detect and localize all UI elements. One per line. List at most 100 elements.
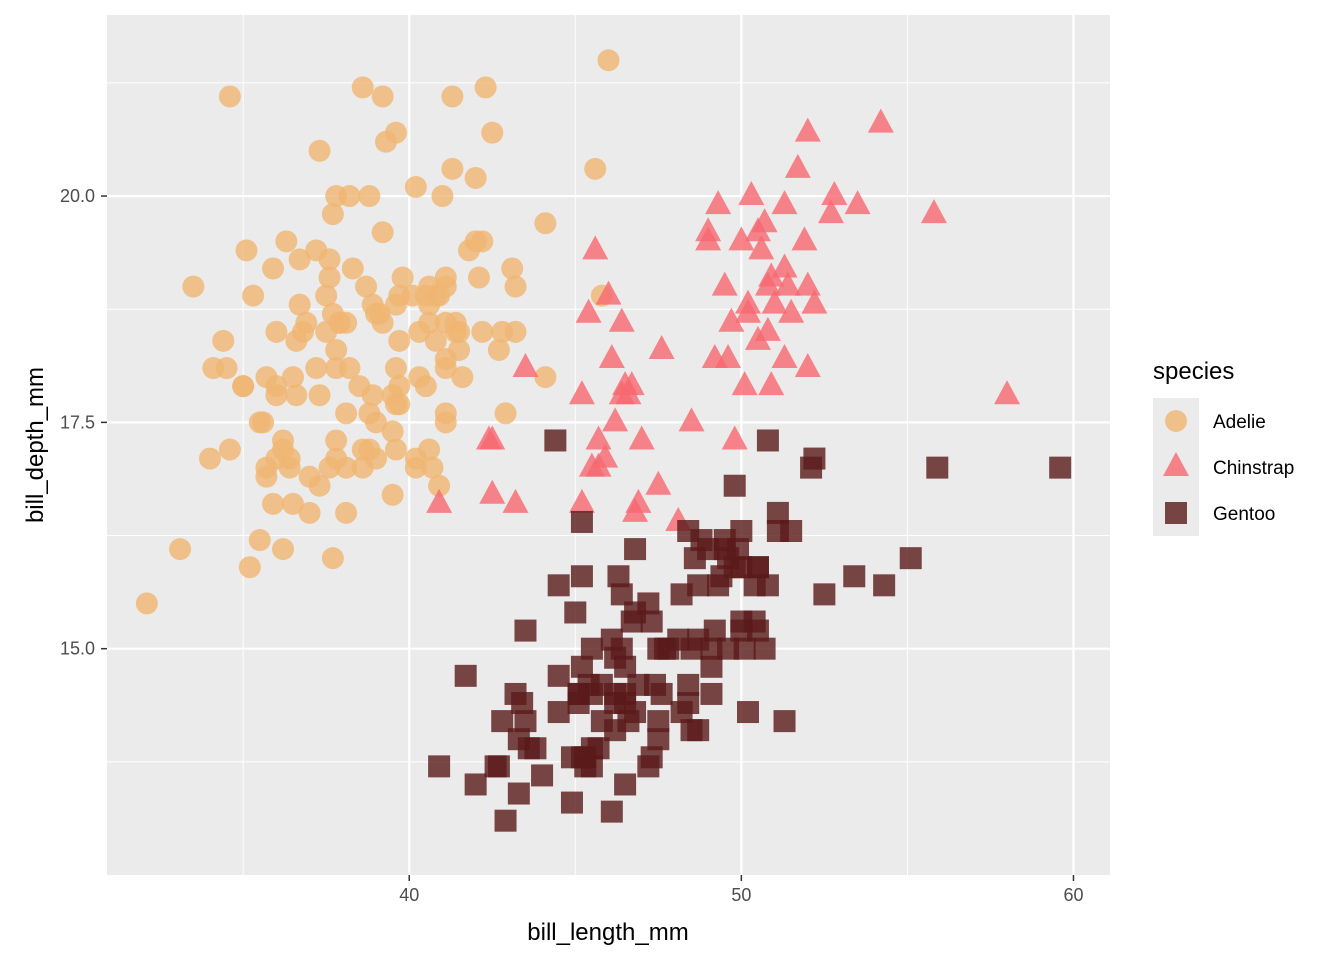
point-adelie — [534, 366, 557, 389]
point-chinstrap — [778, 298, 805, 323]
point-gentoo — [687, 574, 710, 597]
point-adelie — [381, 483, 404, 506]
point-adelie — [169, 538, 192, 561]
y-tick-label: 17.5 — [60, 412, 95, 432]
point-adelie — [451, 366, 474, 389]
point-gentoo — [813, 583, 836, 606]
point-adelie — [298, 501, 321, 524]
point-adelie — [248, 529, 271, 552]
point-chinstrap — [754, 271, 781, 296]
legend-title: species — [1153, 358, 1234, 385]
point-chinstrap — [582, 235, 609, 260]
point-gentoo — [667, 628, 690, 651]
point-adelie — [384, 438, 407, 461]
point-adelie — [504, 320, 527, 343]
point-chinstrap — [794, 271, 821, 296]
point-adelie — [448, 320, 471, 343]
point-adelie — [252, 411, 275, 434]
point-gentoo — [580, 682, 603, 705]
point-gentoo — [624, 538, 647, 561]
point-gentoo — [494, 809, 517, 832]
point-adelie — [371, 221, 394, 244]
point-gentoo — [614, 655, 637, 678]
point-adelie — [388, 284, 411, 307]
point-adelie — [288, 293, 311, 316]
x-axis-ticks: 40 50 60 — [399, 875, 1083, 905]
legend-label: Adelie — [1213, 412, 1266, 433]
y-tick-label: 20.0 — [60, 186, 95, 206]
point-chinstrap — [754, 316, 781, 341]
point-chinstrap — [751, 208, 778, 233]
point-gentoo — [746, 556, 769, 579]
point-adelie — [501, 257, 524, 280]
point-gentoo — [511, 692, 534, 714]
point-gentoo — [736, 701, 759, 724]
series-gentoo — [428, 429, 1072, 832]
point-adelie — [335, 501, 358, 524]
point-gentoo — [547, 574, 570, 597]
point-gentoo — [843, 565, 866, 588]
point-adelie — [285, 384, 308, 407]
point-adelie — [534, 212, 557, 235]
point-chinstrap — [728, 226, 755, 251]
point-adelie — [242, 284, 265, 307]
point-adelie — [305, 357, 328, 380]
x-tick-label: 60 — [1063, 885, 1083, 905]
point-adelie — [481, 121, 504, 144]
point-gentoo — [723, 556, 746, 579]
point-adelie — [418, 438, 441, 461]
point-chinstrap — [595, 280, 622, 305]
point-adelie — [424, 329, 447, 352]
point-gentoo — [604, 719, 627, 742]
point-chinstrap — [479, 425, 506, 450]
point-adelie — [434, 411, 457, 434]
point-chinstrap — [771, 190, 798, 215]
legend-label: Chinstrap — [1213, 458, 1294, 479]
point-gentoo — [803, 447, 826, 470]
grid-minor — [107, 15, 1110, 875]
point-chinstrap — [761, 289, 788, 314]
point-chinstrap — [622, 497, 649, 522]
point-gentoo — [607, 565, 630, 588]
series-adelie — [135, 49, 620, 615]
point-gentoo — [746, 619, 769, 642]
point-adelie — [471, 320, 494, 343]
point-gentoo — [700, 682, 723, 705]
series-chinstrap — [426, 108, 1021, 531]
point-gentoo — [643, 673, 666, 696]
point-adelie — [597, 49, 620, 72]
point-chinstrap — [678, 407, 705, 432]
point-gentoo — [690, 529, 713, 552]
point-adelie — [275, 230, 298, 253]
point-adelie — [388, 393, 411, 416]
y-axis-ticks: 15.0 17.5 20.0 — [60, 186, 107, 659]
point-gentoo — [614, 773, 637, 796]
point-chinstrap — [867, 108, 894, 133]
point-chinstrap — [821, 181, 848, 206]
point-chinstrap — [774, 271, 801, 296]
point-chinstrap — [598, 344, 625, 368]
point-chinstrap — [602, 407, 629, 432]
point-adelie — [318, 456, 341, 479]
point-adelie — [355, 275, 378, 298]
point-gentoo — [600, 800, 623, 823]
point-adelie — [358, 402, 381, 425]
point-chinstrap — [721, 425, 748, 450]
point-adelie — [381, 420, 404, 443]
point-adelie — [265, 320, 288, 343]
point-adelie — [338, 185, 361, 208]
point-chinstrap — [585, 425, 612, 450]
point-adelie — [471, 230, 494, 253]
point-adelie — [308, 474, 331, 497]
point-chinstrap — [844, 190, 871, 215]
point-adelie — [325, 338, 348, 361]
point-gentoo — [547, 701, 570, 724]
point-adelie — [418, 275, 441, 298]
point-adelie — [265, 384, 288, 407]
point-adelie — [404, 176, 427, 198]
point-gentoo — [899, 547, 922, 570]
point-gentoo — [627, 673, 650, 696]
legend-item-adelie: Adelie — [1153, 398, 1266, 444]
point-adelie — [182, 275, 205, 298]
point-chinstrap — [771, 344, 798, 368]
